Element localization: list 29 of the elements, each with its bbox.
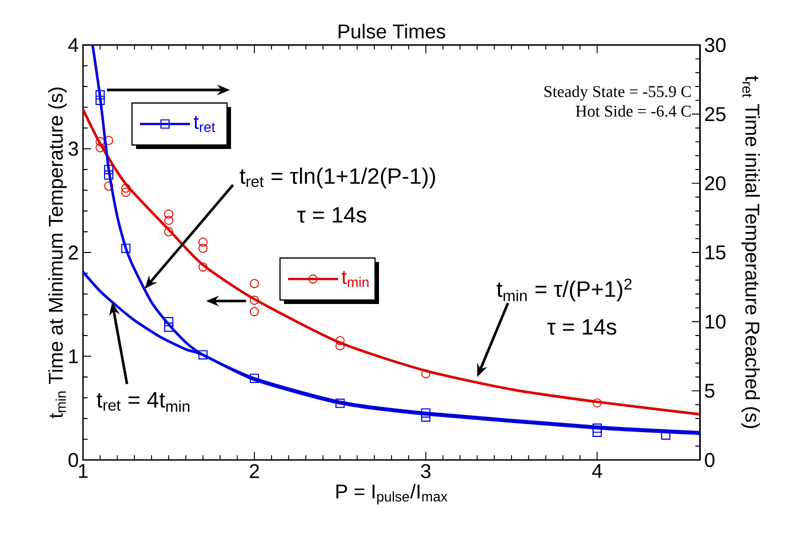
legend-label: t$_{ret}$ [194, 116, 216, 132]
x-tick-label: 2 [250, 464, 259, 478]
annotation: τ = 14s [547, 319, 616, 335]
annotation: t$_{min}$ = τ/(P+1)$^{2}$ [496, 278, 632, 302]
y-tick-label: 2 [68, 246, 78, 260]
annotation: Steady State = -55.9 C [544, 86, 691, 100]
x-tick-label: 3 [420, 464, 430, 478]
y2-tick-label: 25 [705, 107, 726, 122]
y-axis-title: t$_{min}$ Time at Minimum Temperature (s) [48, 88, 67, 418]
y-tick-label: 0 [68, 452, 78, 468]
annotation: Hot Side = -6.4 C [576, 105, 691, 117]
x-tick-label: 1 [78, 464, 88, 478]
y2-tick-label: 15 [706, 246, 726, 260]
y-tick-label: 4 [68, 38, 78, 52]
y-tick-label: 3 [68, 142, 78, 156]
annotation: t$_{ret}$ = τln(1+1/2(P-1)) [240, 168, 436, 188]
chart-title: Pulse Times [338, 24, 446, 39]
x-tick-label: 4 [592, 464, 602, 478]
y2-tick-label: 0 [704, 452, 714, 468]
y-tick-label: 1 [69, 349, 78, 364]
legend-label: t$_{min}$ [342, 270, 368, 288]
y2-axis-title: t$_{ret}$ Time initial Temperature Reached (s) [741, 76, 760, 428]
y2-tick-label: 20 [705, 176, 726, 190]
y2-tick-label: 30 [704, 38, 726, 52]
x-axis-title: P = I$_{pulse}$/I$_{max}$ [336, 484, 448, 504]
annotation: τ = 14s [297, 207, 366, 223]
y2-tick-label: 5 [704, 384, 714, 398]
y2-tick-label: 10 [706, 314, 726, 329]
annotation: t$_{ret}$ = 4t$_{min}$ [96, 392, 190, 412]
